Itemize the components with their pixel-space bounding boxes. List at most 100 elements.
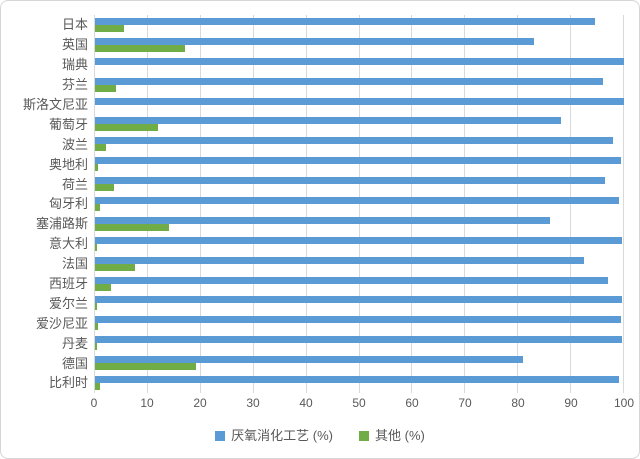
- category-row: [95, 114, 624, 134]
- anaerobic-digestion-bar: [95, 336, 623, 344]
- gridline: [464, 15, 466, 393]
- x-tick-label: 50: [352, 396, 366, 410]
- legend-item: 其他 (%): [359, 429, 425, 442]
- x-tick-label: 20: [193, 396, 207, 410]
- other-bar: [95, 303, 97, 311]
- plot-area: [94, 15, 624, 393]
- anaerobic-digestion-bar: [95, 77, 603, 85]
- anaerobic-digestion-bar: [95, 375, 619, 383]
- category-row: [95, 234, 624, 254]
- category-row: [95, 373, 624, 393]
- anaerobic-digestion-bar: [95, 276, 609, 284]
- anaerobic-digestion-bar: [95, 137, 614, 145]
- anaerobic-digestion-bar: [95, 316, 621, 324]
- gridline: [252, 15, 254, 393]
- x-tick-label: 40: [299, 396, 313, 410]
- category-label: 比利时: [48, 375, 88, 391]
- x-axis-labels: 0 10 20 30 40 50 60 70 80 90 100: [90, 396, 634, 413]
- legend-swatch-icon: [215, 430, 226, 441]
- anaerobic-digestion-bar: [95, 216, 550, 224]
- category-label: 丹麦: [61, 335, 88, 351]
- x-tick-label: 70: [458, 396, 472, 410]
- category-row: [95, 35, 624, 55]
- category-label: 意大利: [48, 236, 88, 252]
- other-bar: [95, 363, 196, 371]
- category-row: [95, 194, 624, 214]
- gridline: [570, 15, 572, 393]
- category-row: [95, 313, 624, 333]
- legend-swatch-icon: [359, 430, 369, 441]
- category-row: [95, 75, 624, 95]
- anaerobic-digestion-bar: [95, 356, 524, 364]
- anaerobic-digestion-bar: [95, 37, 535, 45]
- other-bar: [95, 203, 101, 211]
- category-row: [95, 293, 624, 313]
- category-label: 爱尔兰: [48, 295, 88, 311]
- legend-label: 其他 (%): [375, 428, 425, 443]
- anaerobic-digestion-bar: [95, 236, 623, 244]
- other-bar: [95, 343, 97, 351]
- category-label: 德国: [61, 355, 88, 371]
- other-bar: [95, 124, 159, 132]
- category-label: 塞浦路斯: [35, 216, 88, 232]
- anaerobic-digestion-bar: [95, 97, 624, 105]
- x-tick-label: 80: [511, 396, 525, 410]
- category-label: 瑞典: [61, 57, 88, 73]
- category-label: 斯洛文尼亚: [22, 97, 88, 112]
- y-axis-labels: 日本 英国 瑞典 芬兰 斯洛文尼亚 葡萄牙 波兰 奥地利 荷兰 匈牙利 塞浦路斯 意大利 法国 西班牙 爱尔…: [1, 15, 88, 393]
- category-row: [95, 95, 624, 115]
- category-row: [95, 333, 624, 353]
- anaerobic-digestion-bar: [95, 157, 622, 165]
- anaerobic-digestion-bar: [95, 296, 623, 304]
- category-label: 西班牙: [48, 276, 88, 292]
- gridline: [358, 15, 360, 393]
- category-row: [95, 154, 624, 174]
- category-label: 荷兰: [61, 176, 88, 192]
- category-label: 匈牙利: [48, 196, 88, 212]
- category-label: 波兰: [61, 136, 88, 152]
- category-row: [95, 174, 624, 194]
- legend-item: 厌氧消化工艺 (%): [215, 429, 333, 442]
- gridline: [411, 15, 413, 393]
- category-row: [95, 214, 624, 234]
- category-label: 芬兰: [61, 77, 88, 93]
- category-label: 日本: [61, 17, 88, 33]
- category-row: [95, 274, 624, 294]
- gridline: [199, 15, 201, 393]
- x-tick-label: 10: [140, 396, 154, 410]
- category-label: 奥地利: [48, 156, 88, 172]
- other-bar: [95, 184, 114, 192]
- anaerobic-digestion-bar: [95, 196, 619, 204]
- gridline: [517, 15, 519, 393]
- x-tick-label: 30: [246, 396, 260, 410]
- other-bar: [95, 164, 98, 172]
- other-bar: [95, 263, 135, 271]
- anaerobic-digestion-bar: [95, 17, 595, 25]
- anaerobic-digestion-bar: [95, 117, 561, 125]
- other-bar: [95, 44, 185, 52]
- category-row: [95, 134, 624, 154]
- other-bar: [95, 382, 101, 390]
- other-bar: [95, 283, 111, 291]
- other-bar: [95, 243, 97, 251]
- category-label: 爱沙尼亚: [35, 315, 88, 331]
- other-bar: [95, 223, 170, 231]
- anaerobic-digestion-bar: [95, 256, 585, 264]
- legend: 厌氧消化工艺 (%) 其他 (%): [1, 429, 639, 442]
- category-row: [95, 254, 624, 274]
- other-bar: [95, 84, 117, 92]
- legend-label: 厌氧消化工艺 (%): [231, 428, 333, 443]
- x-tick-label: 90: [564, 396, 578, 410]
- gridline: [305, 15, 307, 393]
- x-tick-label: 100: [613, 396, 635, 410]
- anaerobic-digestion-bar: [95, 57, 624, 65]
- gridline: [146, 15, 148, 393]
- category-label: 葡萄牙: [48, 116, 88, 132]
- category-row: [95, 55, 624, 75]
- x-tick-label: 0: [90, 396, 98, 410]
- anaerobic-digestion-bar: [95, 177, 606, 185]
- bar-rows: [95, 15, 624, 393]
- category-row: [95, 15, 624, 35]
- other-bar: [95, 24, 125, 32]
